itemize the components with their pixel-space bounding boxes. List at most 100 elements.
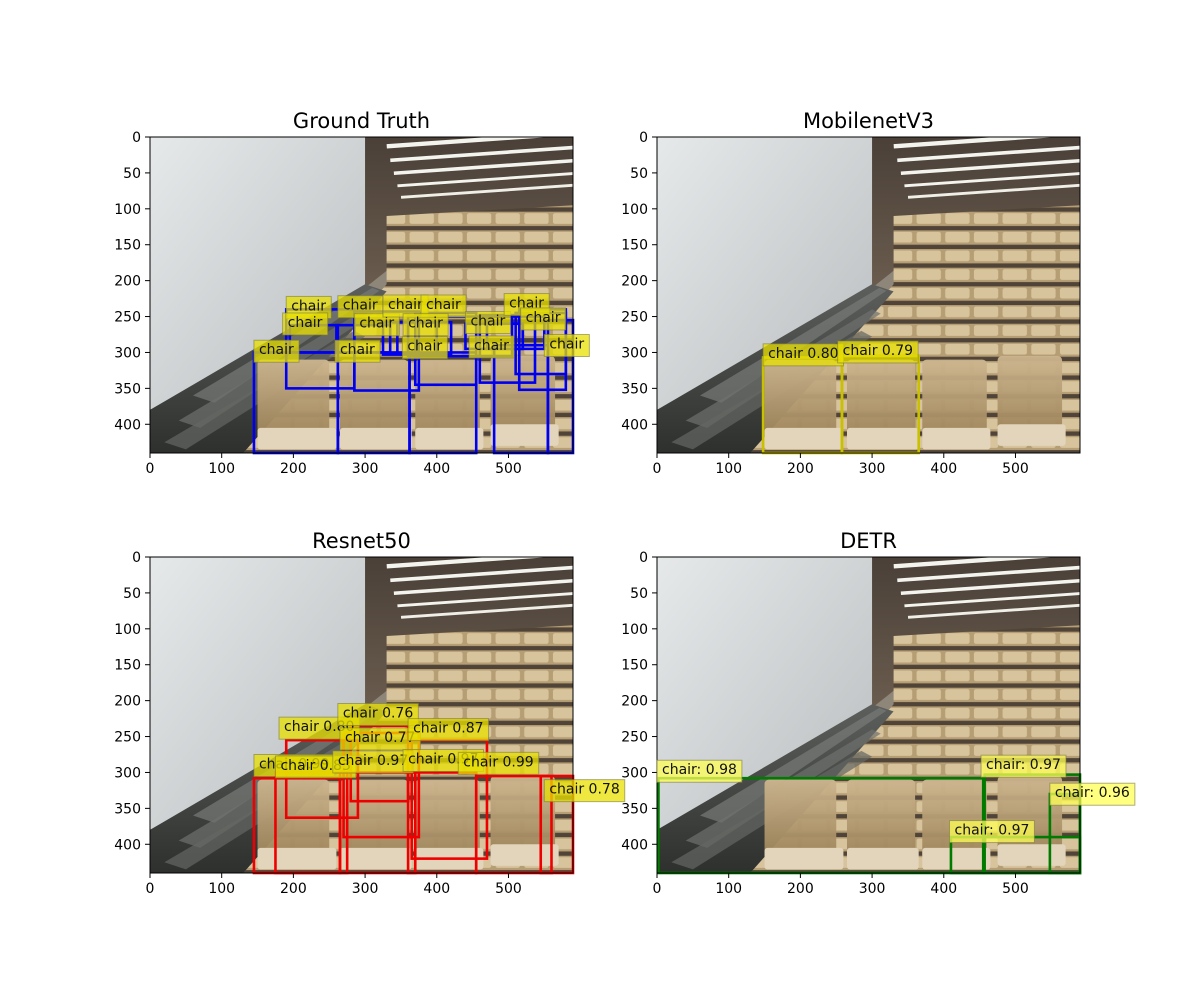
box-label-text: chair [291, 298, 326, 314]
y-tick-label: 350 [621, 801, 648, 817]
y-tick-label: 300 [621, 765, 648, 781]
x-tick-label: 300 [859, 461, 886, 477]
auditorium-photo [657, 137, 1080, 453]
box-label-bg [543, 334, 590, 357]
panel-3: DETR 0 100 200 300 400 500 0 50 100 150 200 250 300 35… [621, 529, 1082, 897]
y-tick-label: 150 [621, 658, 648, 674]
box-label-text: chair 0.78 [549, 782, 619, 798]
box-label-bg [468, 335, 515, 359]
x-tick-label: 300 [352, 461, 379, 477]
y-tick-label: 150 [114, 238, 141, 254]
box-label-bg [253, 339, 300, 363]
box-label-text: chair 0.79 [843, 343, 913, 359]
x-tick-label: 100 [208, 881, 235, 897]
y-tick-label: 200 [621, 694, 648, 710]
y-tick-label: 50 [630, 166, 648, 182]
x-tick-label: 200 [787, 881, 814, 897]
y-tick-label: 300 [114, 345, 141, 361]
x-tick-label: 300 [352, 881, 379, 897]
box-label-text: chair [340, 342, 375, 358]
y-tick-label: 50 [123, 586, 141, 602]
x-tick-label: 100 [715, 881, 742, 897]
box-label-bg [656, 759, 743, 783]
box-label-text: chair 0.80 [768, 346, 838, 362]
y-tick-label: 100 [621, 202, 648, 218]
photo-area [657, 137, 1080, 453]
x-tick-label: 500 [495, 881, 522, 897]
box-label-bg [1049, 782, 1136, 806]
y-tick-label: 0 [639, 550, 648, 566]
axes-frame [656, 556, 1081, 874]
y-tick-label: 350 [621, 381, 648, 397]
y-tick-label: 150 [621, 238, 648, 254]
panel-0: Ground Truth 0 100 200 300 400 500 0 50 100 150 200… [114, 109, 575, 477]
y-tick-label: 200 [114, 274, 141, 290]
x-tick-label: 100 [715, 461, 742, 477]
y-tick-label: 0 [132, 130, 141, 146]
y-tick-label: 400 [621, 837, 648, 853]
y-tick-label: 150 [114, 658, 141, 674]
axes-frame [149, 136, 574, 454]
box-label-bg [464, 311, 511, 335]
box-label-text: chair [474, 338, 509, 354]
y-tick-label: 350 [114, 381, 141, 397]
y-tick-label: 100 [114, 202, 141, 218]
y-tick-label: 100 [621, 622, 648, 638]
panel-title: MobilenetV3 [803, 109, 934, 133]
x-tick-label: 0 [146, 881, 155, 897]
y-tick-label: 0 [639, 130, 648, 146]
box-label-text: chair: 0.98 [662, 762, 737, 778]
x-tick-label: 400 [423, 881, 450, 897]
y-tick-label: 350 [114, 801, 141, 817]
box-label-text: chair [359, 316, 394, 332]
box-label-bg [520, 307, 567, 331]
y-tick-label: 100 [114, 622, 141, 638]
x-tick-label: 500 [495, 461, 522, 477]
box-label-text: chair [407, 339, 442, 355]
y-tick-label: 250 [114, 730, 141, 746]
box-label-text: chair 0.80 [284, 719, 354, 735]
photo-area [150, 137, 573, 453]
panel-title: Ground Truth [293, 109, 430, 133]
x-tick-label: 400 [930, 881, 957, 897]
bounding-box [284, 738, 360, 819]
box-label-bg [282, 312, 329, 336]
x-tick-label: 200 [787, 461, 814, 477]
box-label-text: chair 0.97 [338, 753, 408, 769]
x-tick-label: 500 [1002, 461, 1029, 477]
y-tick-label: 300 [621, 345, 648, 361]
box-label-text: chair [470, 314, 505, 330]
x-tick-label: 0 [653, 881, 662, 897]
panel-title: Resnet50 [312, 529, 411, 553]
panel-title: DETR [840, 529, 897, 553]
box-label-text: chair [388, 297, 423, 313]
box-label-bg [457, 751, 540, 775]
x-tick-label: 400 [930, 461, 957, 477]
box-label-text: chair 0.76 [343, 706, 414, 722]
box-label-text: chair [288, 315, 323, 331]
auditorium-photo [150, 137, 573, 453]
y-tick-label: 400 [114, 417, 141, 433]
y-tick-label: 400 [621, 417, 648, 433]
box-label-text: chair [408, 316, 443, 332]
x-tick-label: 0 [653, 461, 662, 477]
y-tick-label: 250 [114, 310, 141, 326]
y-tick-label: 200 [114, 694, 141, 710]
y-tick-label: 200 [621, 274, 648, 290]
y-tick-label: 50 [123, 166, 141, 182]
box-label-bg [337, 703, 419, 727]
box-label-bg [407, 718, 490, 742]
box-label-text: chair [259, 342, 294, 358]
box-label-bg [401, 336, 448, 360]
box-label-bg [353, 313, 400, 337]
x-tick-label: 200 [280, 461, 307, 477]
box-label-bg [949, 820, 1035, 844]
x-tick-label: 200 [280, 881, 307, 897]
y-tick-label: 250 [621, 730, 648, 746]
box-label-text: chair: 0.97 [986, 757, 1061, 773]
box-label-bg [837, 340, 919, 364]
box-label-bg [334, 339, 381, 363]
box-label-text: chair 0.87 [413, 721, 483, 737]
x-tick-label: 0 [146, 461, 155, 477]
